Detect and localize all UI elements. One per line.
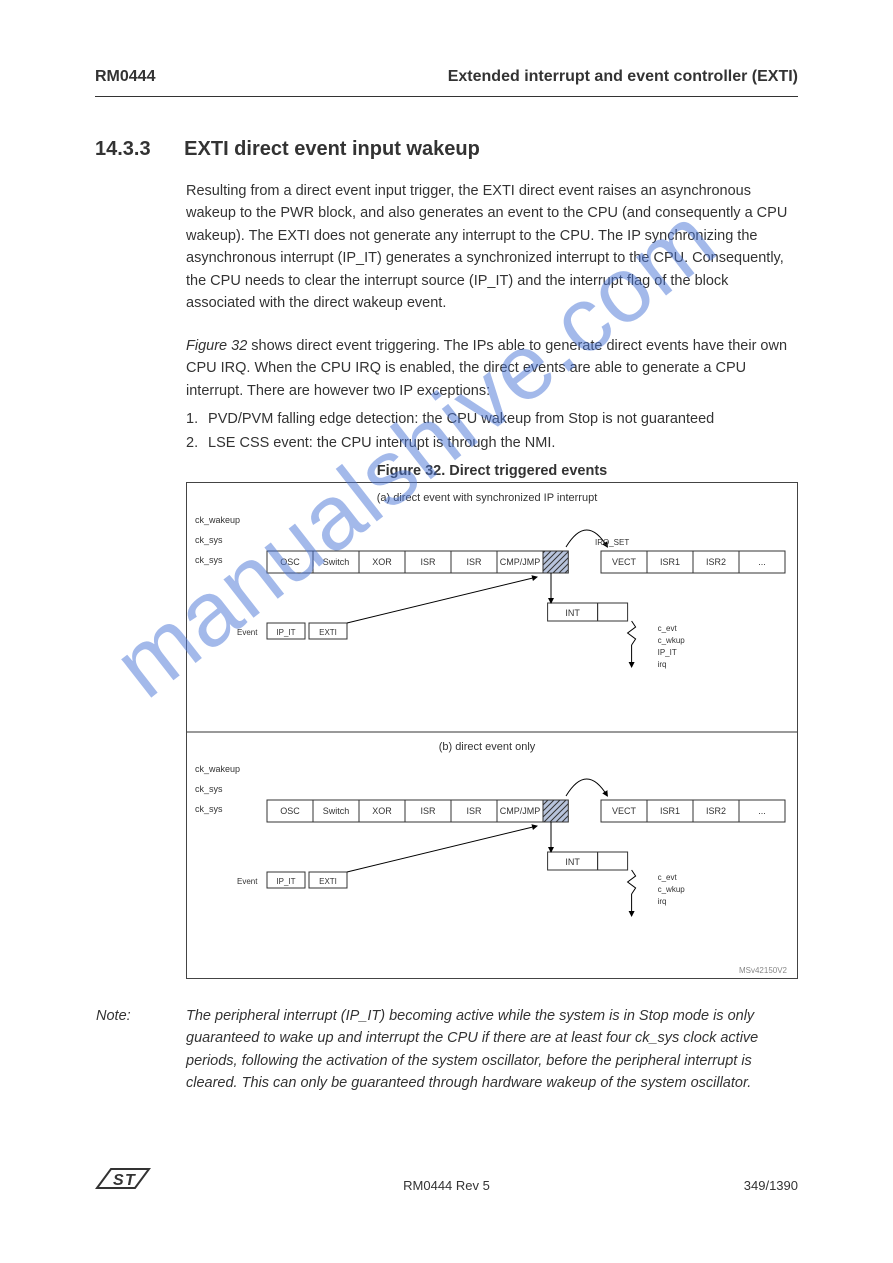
diagram-svg: (a) direct event with synchronized IP in… [187, 483, 797, 978]
svg-text:ck_sys: ck_sys [195, 535, 223, 545]
list-item-2-text: LSE CSS event: the CPU interrupt is thro… [208, 435, 555, 451]
section-heading: 14.3.3 EXTI direct event input wakeup [95, 138, 480, 161]
svg-text:ck_sys: ck_sys [195, 804, 223, 814]
svg-text:...: ... [758, 806, 766, 816]
header-chapter-title: Extended interrupt and event controller … [448, 68, 798, 86]
st-logo-icon: S T [95, 1166, 151, 1203]
svg-text:ISR: ISR [466, 806, 482, 816]
svg-text:(b) direct event only: (b) direct event only [439, 741, 536, 753]
list-item-2: 2. LSE CSS event: the CPU interrupt is t… [186, 432, 798, 454]
note-label: Note: [96, 1005, 131, 1027]
figure-diagram: (a) direct event with synchronized IP in… [186, 482, 798, 979]
footer-page-number: 349/1390 [744, 1178, 798, 1193]
svg-text:T: T [125, 1172, 136, 1189]
svg-text:S: S [113, 1172, 124, 1189]
svg-text:INT: INT [565, 857, 580, 867]
svg-text:MSv42150V2: MSv42150V2 [739, 966, 788, 975]
figure-ref: Figure 32 [186, 338, 247, 354]
svg-text:ck_wakeup: ck_wakeup [195, 764, 240, 774]
footer-page-total: 1390 [769, 1178, 798, 1193]
list-item-1: 1. PVD/PVM falling edge detection: the C… [186, 408, 798, 430]
svg-text:ISR2: ISR2 [706, 806, 726, 816]
svg-text:VECT: VECT [612, 557, 637, 567]
svg-text:irq: irq [658, 897, 667, 906]
figure-caption: Figure 32. Direct triggered events [186, 463, 798, 479]
svg-text:CMP/JMP: CMP/JMP [500, 557, 541, 567]
svg-text:EXTI: EXTI [319, 877, 337, 886]
svg-text:irq: irq [658, 660, 667, 669]
svg-text:XOR: XOR [372, 557, 392, 567]
svg-text:ck_sys: ck_sys [195, 555, 223, 565]
svg-text:CMP/JMP: CMP/JMP [500, 806, 541, 816]
svg-text:ck_wakeup: ck_wakeup [195, 515, 240, 525]
svg-text:IRQ_SET: IRQ_SET [595, 538, 629, 547]
svg-text:Switch: Switch [323, 806, 350, 816]
paragraph-1: Resulting from a direct event input trig… [186, 180, 798, 315]
svg-text:ISR: ISR [420, 806, 436, 816]
svg-text:OSC: OSC [280, 806, 300, 816]
svg-text:Switch: Switch [323, 557, 350, 567]
svg-text:XOR: XOR [372, 806, 392, 816]
svg-text:c_evt: c_evt [658, 873, 678, 882]
svg-text:ISR: ISR [420, 557, 436, 567]
svg-text:...: ... [758, 557, 766, 567]
list-item-1-num: 1. [186, 408, 204, 430]
note-text: The peripheral interrupt (IP_IT) becomin… [186, 1008, 758, 1091]
header-doc-ref: RM0444 [95, 68, 155, 86]
svg-text:(a) direct event with synchron: (a) direct event with synchronized IP in… [377, 492, 598, 504]
paragraph-2-text: shows direct event triggering. The IPs a… [186, 338, 787, 399]
paragraph-2: Figure 32 shows direct event triggering.… [186, 335, 798, 402]
svg-text:IP_IT: IP_IT [276, 877, 295, 886]
section-title-text: EXTI direct event input wakeup [184, 138, 480, 160]
header-divider [95, 96, 798, 97]
svg-text:c_wkup: c_wkup [658, 885, 686, 894]
list-item-1-text: PVD/PVM falling edge detection: the CPU … [208, 411, 714, 427]
footer-doc-ref: RM0444 Rev 5 [403, 1178, 490, 1193]
svg-text:IP_IT: IP_IT [276, 628, 295, 637]
svg-text:c_evt: c_evt [658, 624, 678, 633]
svg-text:ck_sys: ck_sys [195, 784, 223, 794]
svg-text:ISR2: ISR2 [706, 557, 726, 567]
svg-text:Event: Event [237, 877, 258, 886]
svg-text:c_wkup: c_wkup [658, 636, 686, 645]
svg-text:EXTI: EXTI [319, 628, 337, 637]
list-item-2-num: 2. [186, 432, 204, 454]
svg-text:OSC: OSC [280, 557, 300, 567]
svg-text:IP_IT: IP_IT [658, 648, 677, 657]
svg-text:Event: Event [237, 628, 258, 637]
note-block: Note: The peripheral interrupt (IP_IT) b… [186, 1005, 798, 1095]
svg-text:ISR1: ISR1 [660, 557, 680, 567]
svg-text:ISR1: ISR1 [660, 806, 680, 816]
svg-text:VECT: VECT [612, 806, 637, 816]
svg-text:ISR: ISR [466, 557, 482, 567]
svg-text:INT: INT [565, 608, 580, 618]
section-number: 14.3.3 [95, 138, 151, 160]
footer-page-current: 349 [744, 1178, 766, 1193]
